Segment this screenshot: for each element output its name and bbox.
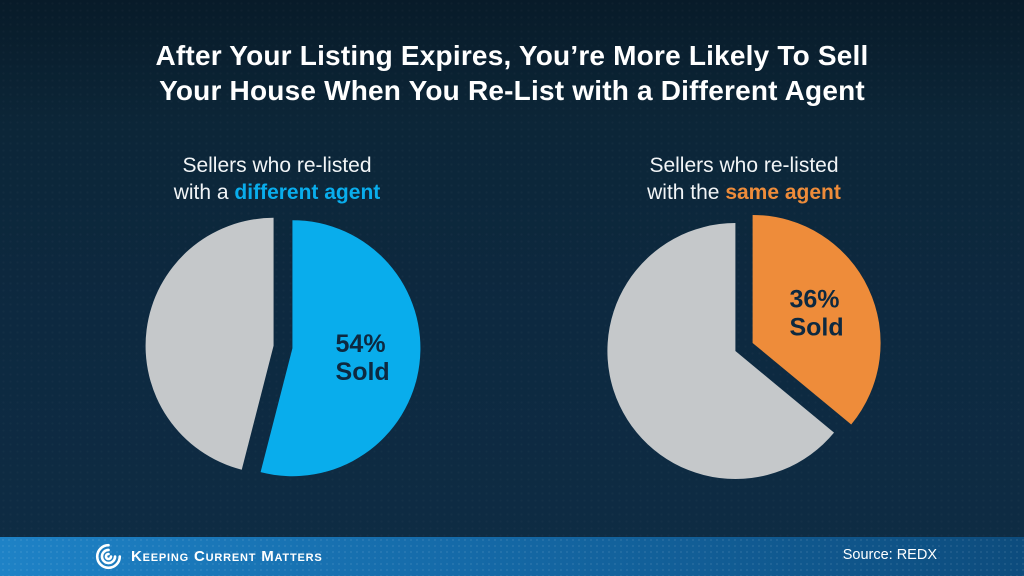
title-line-2: Your House When You Re-List with a Diffe… xyxy=(159,75,865,106)
pie-slice-sold xyxy=(752,214,881,425)
slide-title: After Your Listing Expires, You’re More … xyxy=(0,38,1024,108)
slice-value-label: 54% Sold xyxy=(336,330,390,386)
heading-different-agent: Sellers who re-listed with a different a… xyxy=(77,152,477,206)
heading-prefix: with the xyxy=(647,181,726,204)
source-label: Source: REDX xyxy=(842,547,937,563)
title-line-1: After Your Listing Expires, You’re More … xyxy=(155,40,869,71)
footer-bar: Keeping Current Matters Source: REDX xyxy=(0,537,1024,576)
brand-name: Keeping Current Matters xyxy=(131,548,323,565)
pie-chart-different-agent: 54% Sold xyxy=(145,217,421,477)
pie-chart-same-agent: 36% Sold xyxy=(607,214,881,480)
highlight-different-agent: different agent xyxy=(234,181,381,204)
heading-line-1: Sellers who re-listed xyxy=(649,154,839,177)
heading-line-1: Sellers who re-listed xyxy=(182,154,372,177)
heading-prefix: with a xyxy=(173,181,235,204)
slice-value-label: 36% Sold xyxy=(789,285,843,341)
heading-line-2: with the same agent xyxy=(544,179,944,206)
pie-slice-not-sold xyxy=(607,223,835,480)
brand-lockup: Keeping Current Matters xyxy=(95,537,322,576)
heading-line-2: with a different agent xyxy=(77,179,477,206)
pie-slice-sold xyxy=(260,220,421,477)
pie-slice-not-sold xyxy=(145,217,274,470)
highlight-same-agent: same agent xyxy=(725,181,841,204)
kcm-swirl-logo-icon xyxy=(95,543,122,570)
heading-same-agent: Sellers who re-listed with the same agen… xyxy=(544,152,944,206)
